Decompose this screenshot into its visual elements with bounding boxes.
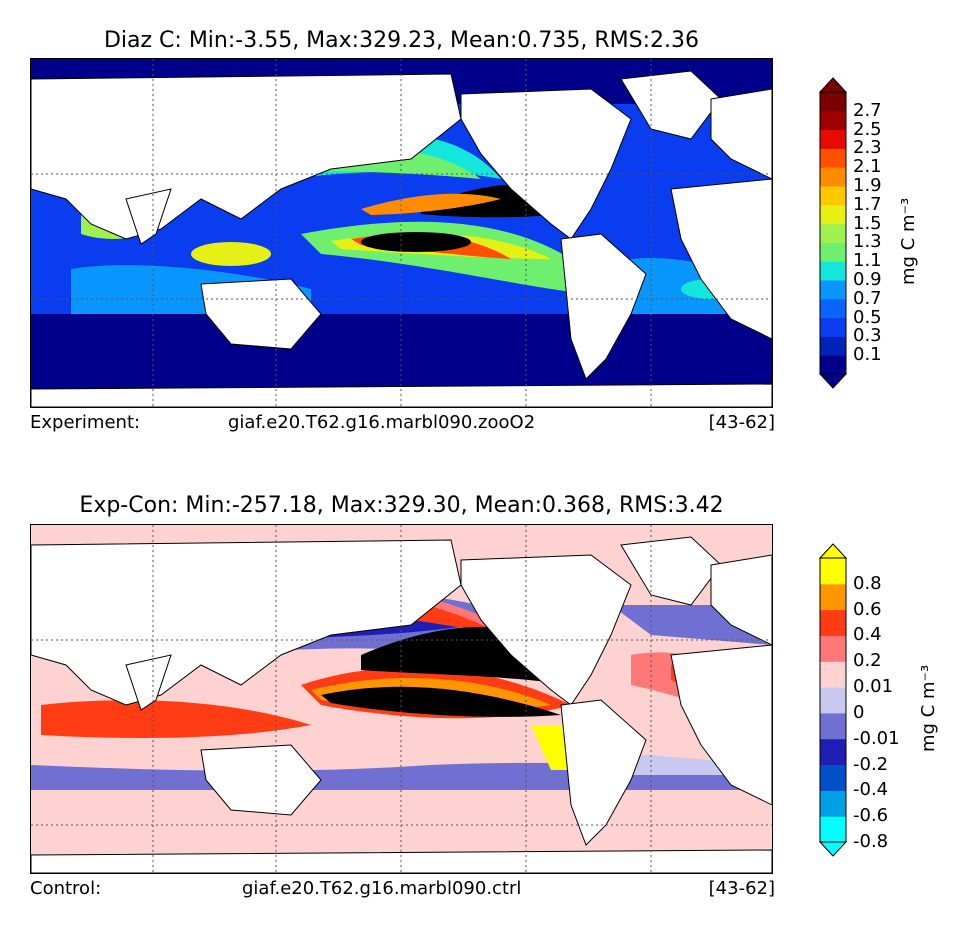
panel2-colorbar-segment	[820, 790, 846, 817]
panel1-colorbar-segment	[820, 186, 846, 206]
africa	[670, 644, 772, 806]
continents	[31, 70, 772, 407]
panel2-colorbar-tick: -0.8	[853, 831, 889, 852]
panel2-footer-years: [43-62]	[708, 878, 775, 899]
panel1-colorbar-tick: 1.5	[853, 212, 882, 234]
panel2-colorbar-tick: 0.4	[853, 624, 882, 646]
panel2-map	[30, 524, 773, 874]
panel1-colorbar-tick: 0.3	[853, 325, 882, 347]
europe	[710, 88, 772, 180]
panel2-colorbar-min-arrow	[818, 841, 848, 857]
panel2-colorbar-segment	[820, 687, 846, 714]
panel1-footer-label: Experiment:	[30, 412, 141, 433]
panel2-colorbar-unit: mg C m⁻³	[918, 664, 939, 752]
panel2-colorbar-tick: 0.01	[853, 676, 894, 698]
panel1-colorbar-segment	[820, 223, 846, 243]
graticule	[31, 525, 772, 873]
panel2-colorbar-max-arrow	[818, 543, 848, 559]
panel2-colorbar-tick: 0.6	[853, 598, 882, 620]
panel2-colorbar-tick: 0.2	[853, 650, 882, 672]
panel2-colorbar-tick: 0	[853, 701, 865, 723]
panel1-colorbar-segment	[820, 336, 846, 356]
panel1-colorbar-segment	[820, 129, 846, 149]
panel2-colorbar-segment	[820, 635, 846, 662]
panel1-colorbar-max-arrow	[818, 77, 848, 93]
panel1-colorbar-segment	[820, 242, 846, 262]
panel2-colorbar-segment	[820, 712, 846, 740]
panel2-colorbar-tick: -0.6	[853, 805, 889, 827]
panel1-colorbar-min-arrow	[818, 373, 848, 389]
equatorial-positive-max	[321, 686, 561, 717]
panel1-footer-case: giaf.e20.T62.g16.marbl090.zooO2	[228, 412, 536, 433]
panel2-colorbar-tick: 0.8	[853, 572, 882, 594]
panel2-colorbar-segment	[820, 558, 846, 585]
panel2-footer-case: giaf.e20.T62.g16.marbl090.ctrl	[242, 878, 522, 899]
panel2-colorbar-tick: -0.01	[853, 727, 900, 749]
panel1-colorbar-segment	[820, 261, 846, 281]
panel2-colorbar-segment	[820, 661, 846, 688]
panel1-colorbar-tick: 0.7	[853, 287, 882, 309]
panel1-colorbar	[818, 77, 848, 389]
panel1-colorbar-tick: 0.5	[853, 306, 882, 328]
panel1-colorbar-tick: 0.1	[853, 344, 882, 366]
india	[125, 654, 172, 711]
australia	[200, 744, 322, 816]
panel2-colorbar-tick: -0.4	[853, 779, 889, 801]
panel2-colorbar	[818, 543, 848, 857]
panel1-colorbar-tick: 0.9	[853, 269, 882, 290]
panel2-title: Exp-Con: Min:-257.18, Max:329.30, Mean:0…	[79, 493, 724, 518]
panel1-colorbar-segment	[820, 280, 846, 300]
panel1-colorbar-segment	[820, 110, 846, 131]
panel1-colorbar-tick: 2.5	[853, 118, 882, 140]
panel2-colorbar-segment	[820, 583, 846, 611]
panel1-colorbar-tick: 1.7	[853, 193, 882, 215]
panel2-colorbar-segment	[820, 609, 846, 636]
panel1-colorbar-tick: 1.9	[853, 175, 882, 196]
greenland	[620, 536, 722, 606]
panel1-colorbar-unit: mg C m⁻³	[898, 197, 919, 285]
australia	[200, 278, 322, 350]
continents	[31, 536, 772, 873]
panel1-colorbar-tick: 2.1	[853, 156, 882, 178]
india	[125, 188, 172, 245]
panel1-colorbar-segment	[820, 148, 846, 168]
panel1-colorbar-tick: 2.7	[853, 99, 882, 121]
europe	[710, 554, 772, 646]
panel1-footer: Experiment: giaf.e20.T62.g16.marbl090.zo…	[30, 412, 775, 436]
panel1-title: Diaz C: Min:-3.55, Max:329.23, Mean:0.73…	[103, 28, 699, 53]
panel1-colorbar-segment	[820, 204, 846, 225]
panel1-colorbar-segment	[820, 298, 846, 319]
panel1-colorbar-tick: 1.1	[853, 250, 882, 272]
panel2-footer: Control: giaf.e20.T62.g16.marbl090.ctrl …	[30, 878, 775, 902]
panel2-colorbar-segment	[820, 764, 846, 791]
panel2-colorbar-segment	[820, 738, 846, 766]
panel1-colorbar-segment	[820, 167, 846, 187]
panel1-colorbar-tick: 2.3	[853, 137, 882, 159]
panel1-map	[30, 58, 773, 408]
panel1-colorbar-segment	[820, 317, 846, 337]
equatorial-max	[361, 232, 471, 252]
graticule	[31, 59, 772, 407]
panel2-colorbar-segment	[820, 816, 846, 843]
panel2-footer-label: Control:	[30, 878, 102, 899]
panel1-colorbar-segment	[820, 92, 846, 112]
panel1-colorbar-segment	[820, 355, 846, 375]
south-america	[560, 233, 647, 380]
panel1-footer-years: [43-62]	[708, 412, 775, 433]
panel2-colorbar-tick: -0.2	[853, 753, 889, 775]
greenland	[620, 70, 722, 140]
panel1-colorbar-tick: 1.3	[853, 231, 882, 253]
